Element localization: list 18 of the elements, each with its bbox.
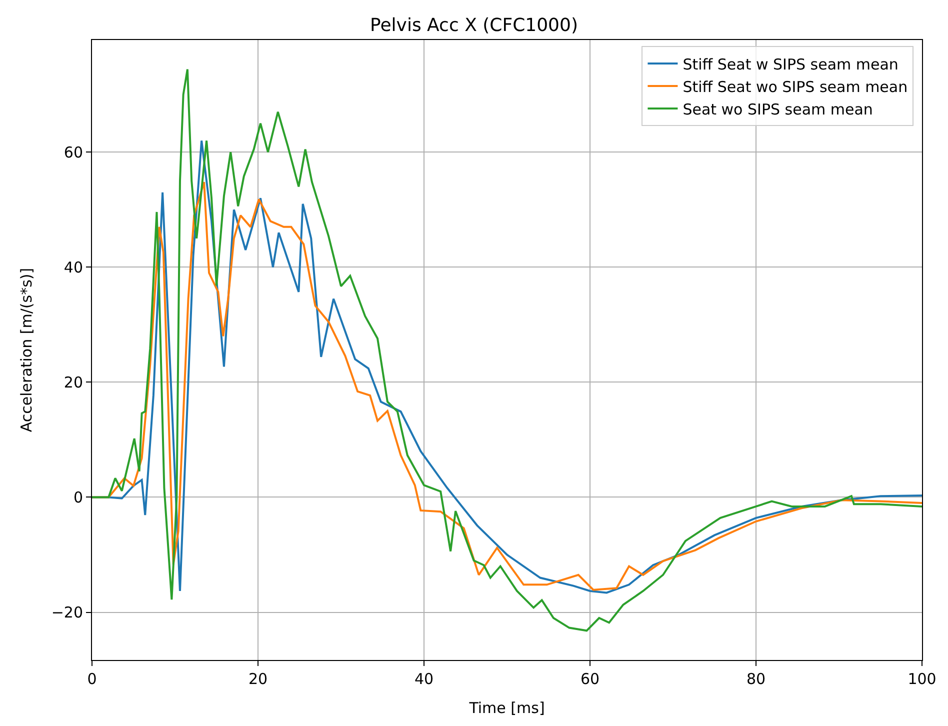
- x-tick-label: 0: [87, 670, 97, 688]
- legend-label: Stiff Seat w SIPS seam mean: [682, 55, 898, 74]
- y-axis-title: Acceleration [m/(s*s)]: [18, 268, 36, 432]
- x-tick-label: 40: [414, 670, 434, 688]
- y-tick-label: −20: [51, 604, 83, 622]
- x-tick-label: 100: [908, 670, 936, 688]
- line-series: [92, 68, 922, 632]
- y-tick-label: 40: [64, 258, 83, 276]
- x-axis-title: Time [ms]: [468, 699, 545, 717]
- y-tick-label: 60: [64, 143, 83, 162]
- x-tick-label: 80: [746, 670, 766, 688]
- x-tick-label: 20: [248, 670, 268, 688]
- x-tick-label: 60: [580, 670, 600, 688]
- chart-title: Pelvis Acc X (CFC1000): [370, 14, 578, 36]
- y-tick-label: 20: [64, 373, 83, 392]
- legend-label: Seat wo SIPS seam mean: [682, 100, 873, 118]
- legend-label: Stiff Seat wo SIPS seam mean: [682, 78, 908, 96]
- y-tick-label: 0: [73, 488, 83, 506]
